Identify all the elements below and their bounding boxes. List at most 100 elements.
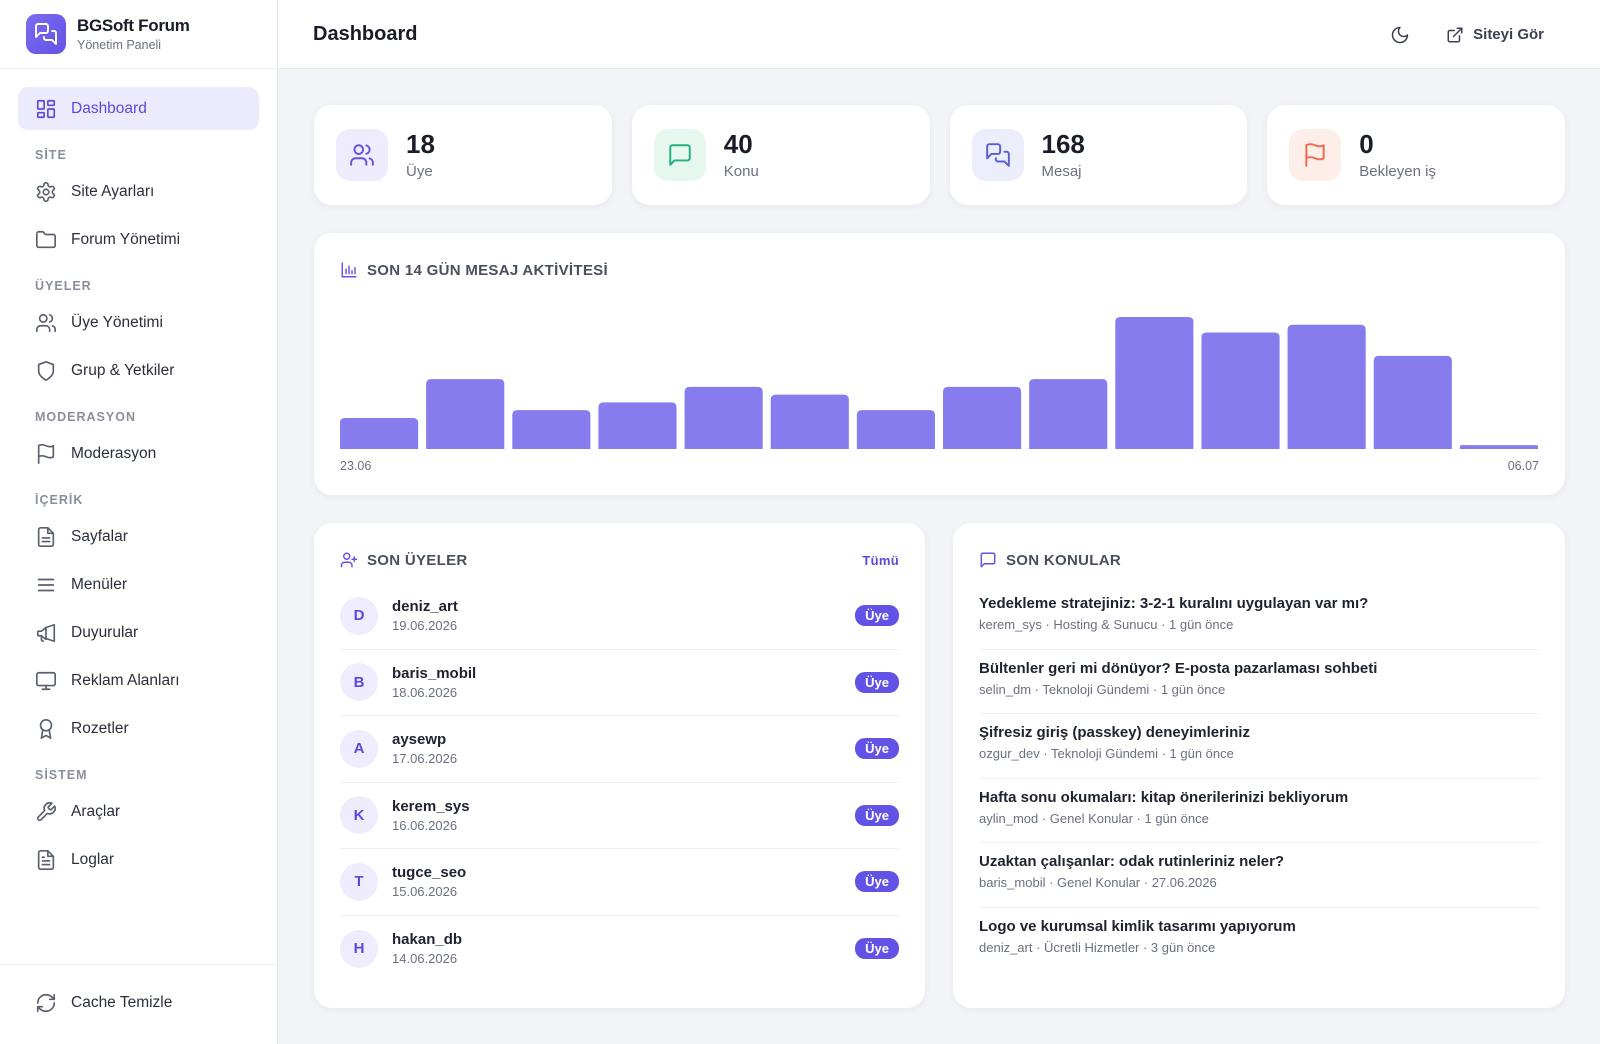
chart-bar[interactable] [1115, 317, 1194, 449]
sidebar-item-moderation[interactable]: Moderasyon [18, 432, 259, 475]
topic-title-link[interactable]: Yedekleme stratejiniz: 3-2-1 kuralını uy… [979, 595, 1369, 612]
sidebar-item-ad-areas[interactable]: Reklam Alanları [18, 659, 259, 702]
sidebar-item-member-management[interactable]: Üye Yönetimi [18, 301, 259, 344]
chart-bar[interactable] [598, 402, 677, 449]
sidebar-item-tools[interactable]: Araçlar [18, 790, 259, 833]
stat-card-pending[interactable]: 0 Bekleyen iş [1267, 105, 1565, 205]
avatar: D [340, 596, 378, 635]
chart-bar[interactable] [512, 410, 591, 449]
chart-bar[interactable] [426, 379, 505, 449]
bar-chart-icon [341, 262, 357, 278]
chart-bar[interactable] [1029, 379, 1108, 449]
moon-icon [1391, 26, 1409, 43]
topic-title-link[interactable]: Uzaktan çalışanlar: odak rutinleriniz ne… [979, 853, 1285, 870]
stat-label: Bekleyen iş [1359, 162, 1436, 180]
sidebar-item-announcements[interactable]: Duyurular [18, 611, 259, 654]
member-name[interactable]: tugce_seo [392, 864, 467, 882]
topic-title-link[interactable]: Hafta sonu okumaları: kitap önerileriniz… [979, 788, 1349, 806]
stat-card-topics[interactable]: 40 Konu [631, 105, 930, 205]
member-name[interactable]: aysewp [392, 731, 447, 749]
chart-bar[interactable] [943, 386, 1022, 449]
chart-bar[interactable] [1201, 332, 1280, 449]
shield-icon [37, 360, 55, 381]
role-badge: Üye [855, 871, 899, 893]
activity-chart [340, 299, 1539, 449]
topic-meta: deniz_art · Ücretli Hizmetler · 3 gün ön… [979, 939, 1216, 955]
stats-row: 18 Üye 40 Konu 168 Mesaj [314, 105, 1565, 205]
sidebar-item-label: Üye Yönetimi [71, 313, 163, 331]
stat-value: 0 [1359, 129, 1374, 160]
axis-end-label: 06.07 [1507, 459, 1539, 473]
role-badge: Üye [855, 804, 899, 826]
cache-clear-button[interactable]: Cache Temizle [18, 981, 259, 1024]
avatar: A [340, 729, 378, 768]
stat-card-members[interactable]: 18 Üye [314, 105, 612, 205]
topic-title-link[interactable]: Şifresiz giriş (passkey) deneyimleriniz [979, 724, 1250, 741]
axis-start-label: 23.06 [340, 459, 372, 473]
stat-card-messages[interactable]: 168 Mesaj [949, 105, 1248, 205]
stat-icon-bg [336, 129, 388, 181]
sidebar-item-label: Site Ayarları [71, 182, 155, 200]
external-link-icon [1447, 27, 1463, 42]
chart-bar[interactable] [770, 394, 849, 449]
stat-value: 40 [723, 129, 753, 160]
stat-label: Üye [406, 162, 433, 180]
chart-bar[interactable] [1459, 445, 1538, 449]
chart-bar[interactable] [684, 386, 763, 449]
member-join-date: 15.06.2026 [392, 884, 458, 900]
member-name[interactable]: baris_mobil [392, 664, 477, 682]
sidebar-item-site-settings[interactable]: Site Ayarları [18, 170, 259, 213]
message-square-icon [980, 552, 996, 568]
member-name[interactable]: deniz_art [392, 598, 458, 616]
sidebar-item-dashboard[interactable]: Dashboard [18, 87, 259, 130]
member-name[interactable]: hakan_db [392, 931, 463, 949]
topic-title-link[interactable]: Bültenler geri mi dönüyor? E-posta pazar… [979, 659, 1378, 677]
brand[interactable]: BGSoft Forum Yönetim Paneli [0, 0, 277, 69]
role-badge: Üye [855, 605, 899, 627]
stat-value: 18 [406, 129, 435, 160]
avatar: B [340, 663, 378, 702]
all-members-link[interactable]: Tümü [862, 552, 899, 568]
menu-icon [37, 578, 55, 591]
chart-bar[interactable] [340, 417, 419, 449]
sidebar-item-groups[interactable]: Grup & Yetkiler [18, 349, 259, 392]
theme-toggle-button[interactable] [1382, 17, 1418, 53]
sidebar-item-logs[interactable]: Loglar [18, 838, 259, 881]
sidebar-section-members: ÜYELER [35, 279, 92, 293]
topic-row: Bültenler geri mi dönüyor? E-posta pazar… [979, 650, 1539, 714]
brand-title: BGSoft Forum [77, 16, 190, 35]
sidebar-item-forum-management[interactable]: Forum Yönetimi [18, 218, 259, 261]
topic-list: Yedekleme stratejiniz: 3-2-1 kuralını uy… [979, 585, 1539, 972]
refresh-icon [36, 993, 56, 1012]
member-join-date: 17.06.2026 [392, 751, 458, 767]
stat-icon-bg [1289, 129, 1342, 181]
member-name[interactable]: kerem_sys [392, 797, 470, 815]
cache-clear-label: Cache Temizle [71, 993, 173, 1011]
chart-bar[interactable] [856, 410, 935, 449]
view-site-link[interactable]: Siteyi Gör [1446, 26, 1544, 44]
award-icon [39, 718, 53, 739]
chart-bar[interactable] [1373, 355, 1452, 449]
sidebar-section-system: SİSTEM [35, 768, 88, 782]
sidebar-item-pages[interactable]: Sayfalar [18, 515, 259, 558]
flag-icon [1305, 143, 1325, 167]
recent-topics-card: SON KONULAR Yedekleme stratejiniz: 3-2-1… [953, 523, 1565, 1008]
stat-value: 168 [1041, 129, 1085, 160]
member-join-date: 14.06.2026 [392, 951, 458, 967]
chart-bar[interactable] [1287, 324, 1366, 449]
sidebar-item-label: Forum Yönetimi [71, 230, 181, 248]
sidebar-item-label: Sayfalar [71, 527, 128, 545]
stat-icon-bg [653, 129, 706, 181]
topic-title-link[interactable]: Logo ve kurumsal kimlik tasarımı yapıyor… [979, 917, 1296, 935]
sidebar-item-label: Grup & Yetkiler [71, 361, 175, 379]
dashboard-icon [36, 99, 56, 118]
sidebar-item-badges[interactable]: Rozetler [18, 707, 259, 750]
topic-row: Yedekleme stratejiniz: 3-2-1 kuralını uy… [979, 585, 1539, 650]
sidebar-item-menus[interactable]: Menüler [18, 563, 259, 606]
